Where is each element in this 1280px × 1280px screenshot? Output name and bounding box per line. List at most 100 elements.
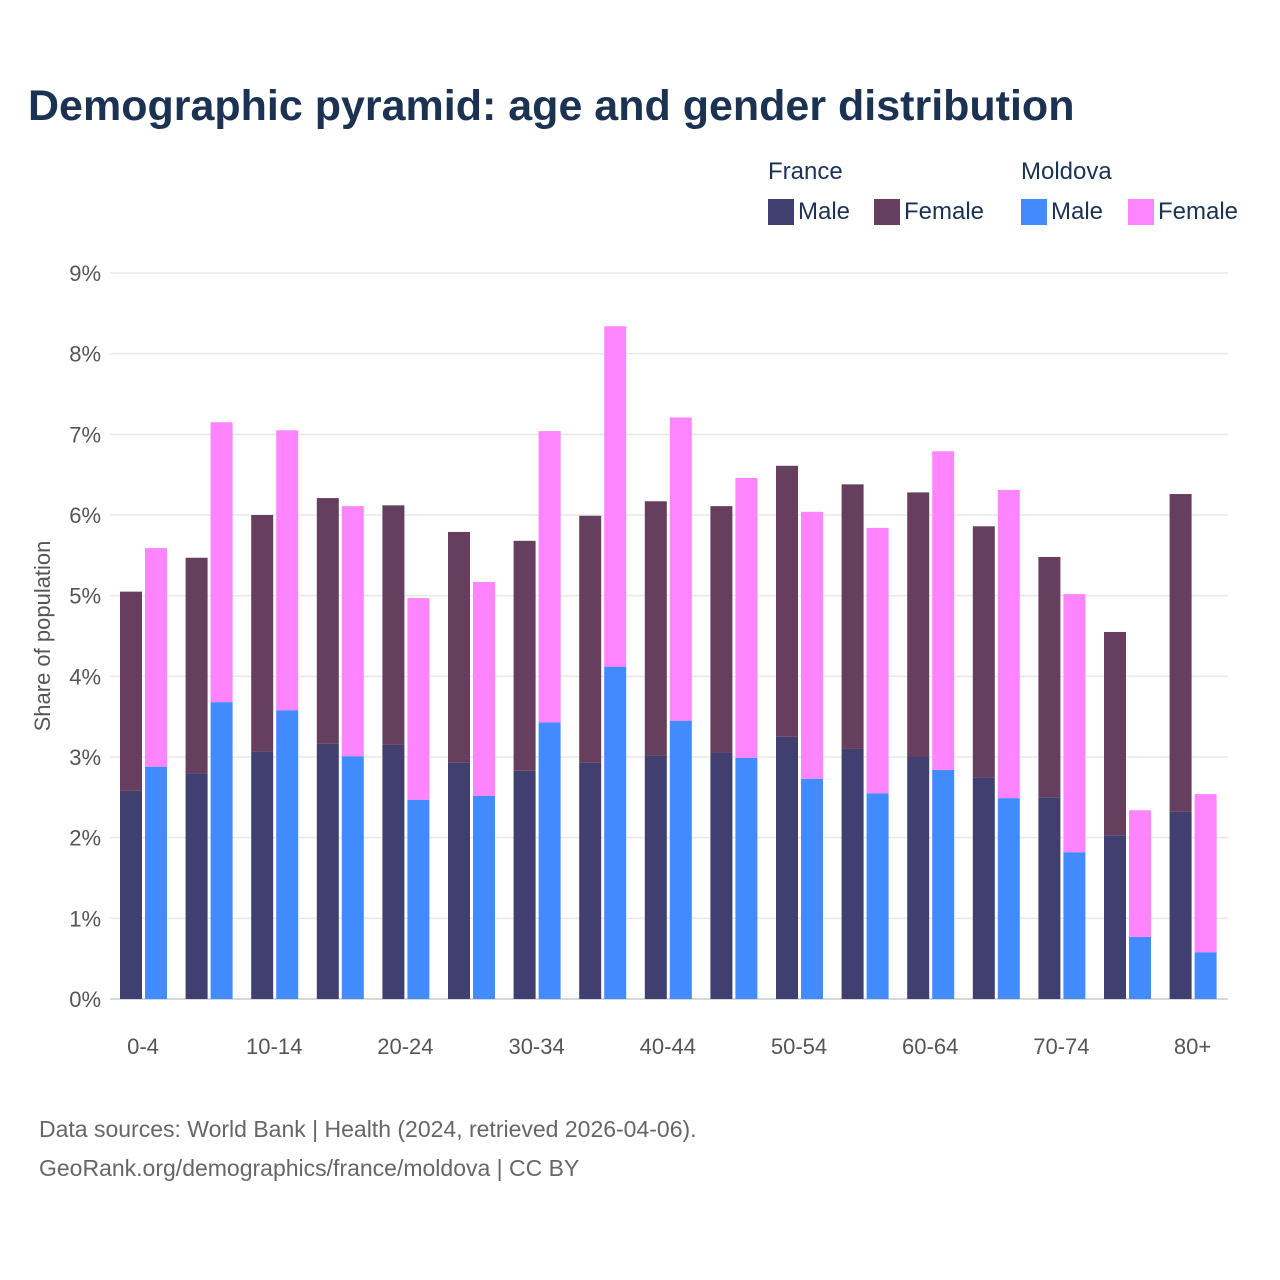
y-tick-label: 9% [69,261,101,286]
bar-moldova-female [1063,594,1086,853]
bar-france-male [644,755,667,999]
x-tick-label: 70-74 [1033,1034,1089,1059]
y-axis-label: Share of population [30,541,55,732]
legend-group-france: France [768,158,843,185]
bar-moldova-female [735,477,758,758]
legend-france-male[interactable]: Male [768,198,850,226]
bar-france-male [841,748,864,999]
legend-swatch [1128,199,1154,225]
bar-moldova-female [341,506,364,757]
bar-moldova-female [801,511,823,779]
bar-france-female [1169,494,1192,812]
bar-france-female [251,515,274,752]
bar-france-male [513,770,536,999]
bar-france-female [1038,556,1061,798]
x-tick-label: 60-64 [902,1034,958,1059]
legend-swatch [874,199,900,225]
bar-france-male [1038,797,1061,999]
bar-moldova-male [669,720,692,999]
bar-moldova-female [538,431,561,723]
bar-france-female [448,531,470,763]
x-tick-label: 50-54 [771,1034,827,1059]
bar-moldova-female [669,417,692,721]
bar-france-male [316,743,339,999]
legend-france-female[interactable]: Female [874,198,984,226]
x-tick-label: 0-4 [127,1034,159,1059]
bar-moldova-female [1194,794,1217,953]
y-tick-label: 3% [69,745,101,770]
bar-france-female [513,540,536,771]
bar-france-female [120,591,142,791]
bar-moldova-male [407,799,430,999]
bar-france-male [776,736,798,999]
bar-moldova-female [866,527,889,794]
bar-moldova-female [407,598,430,800]
bar-france-male [382,744,405,999]
x-tick-label: 30-34 [508,1034,564,1059]
bar-france-female [710,506,733,753]
bar-moldova-male [735,757,758,999]
legend-label: Female [904,198,985,225]
y-tick-label: 6% [69,503,101,528]
bar-france-female [907,492,930,757]
y-tick-label: 1% [69,906,101,931]
bar-moldova-male [145,766,167,999]
bar-moldova-female [1129,810,1151,937]
footer-url[interactable]: GeoRank.org/demographics/france/moldova … [39,1155,580,1181]
y-tick-label: 4% [69,664,101,689]
bar-moldova-female [932,451,955,770]
bar-moldova-male [1063,852,1086,999]
bar-france-female [841,484,864,749]
bar-moldova-male [604,666,627,999]
bar-france-male [1169,811,1192,999]
bar-france-male [251,751,274,999]
bar-france-female [185,557,208,774]
bar-moldova-male [997,798,1020,999]
bar-moldova-male [1129,936,1151,999]
y-tick-label: 2% [69,826,101,851]
bar-moldova-male [801,778,823,999]
footer-sources: Data sources: World Bank | Health (2024,… [39,1116,697,1142]
bar-moldova-female [997,489,1020,799]
bar-france-male [1104,835,1126,999]
y-tick-label: 5% [69,584,101,609]
legend-label: Female [1158,198,1239,225]
bar-france-male [185,773,208,999]
bar-moldova-female [604,326,627,667]
bar-france-female [382,505,405,745]
bar-france-male [448,762,470,999]
bar-moldova-female [210,422,233,703]
bar-france-male [120,790,142,999]
bar-moldova-female [145,548,167,767]
legend-label: Male [1051,198,1104,225]
bar-moldova-male [538,722,561,999]
y-tick-label: 8% [69,342,101,367]
bar-moldova-male [1194,952,1217,999]
bar-france-female [1104,631,1126,836]
bar-france-female [972,526,995,778]
bar-moldova-male [473,795,495,999]
chart-title: Demographic pyramid: age and gender dist… [28,82,1075,130]
x-tick-label: 40-44 [640,1034,696,1059]
bar-moldova-female [276,430,299,711]
y-tick-label: 0% [69,987,101,1012]
bar-france-female [644,501,667,756]
legend-moldova-male[interactable]: Male [1021,198,1103,226]
x-tick-label: 80+ [1174,1034,1211,1059]
bar-france-male [579,762,602,999]
bar-france-male [972,777,995,999]
bar-moldova-male [210,702,233,999]
legend-swatch [1021,199,1047,225]
bar-moldova-male [341,756,364,999]
bar-moldova-male [866,793,889,999]
legend-swatch [768,199,794,225]
legend-group-moldova: Moldova [1021,158,1112,185]
bar-moldova-male [276,710,299,999]
x-tick-label: 10-14 [246,1034,302,1059]
bar-france-female [316,498,339,744]
legend-moldova-female[interactable]: Female [1128,198,1238,226]
bar-france-female [776,465,798,737]
bar-france-male [710,752,733,999]
